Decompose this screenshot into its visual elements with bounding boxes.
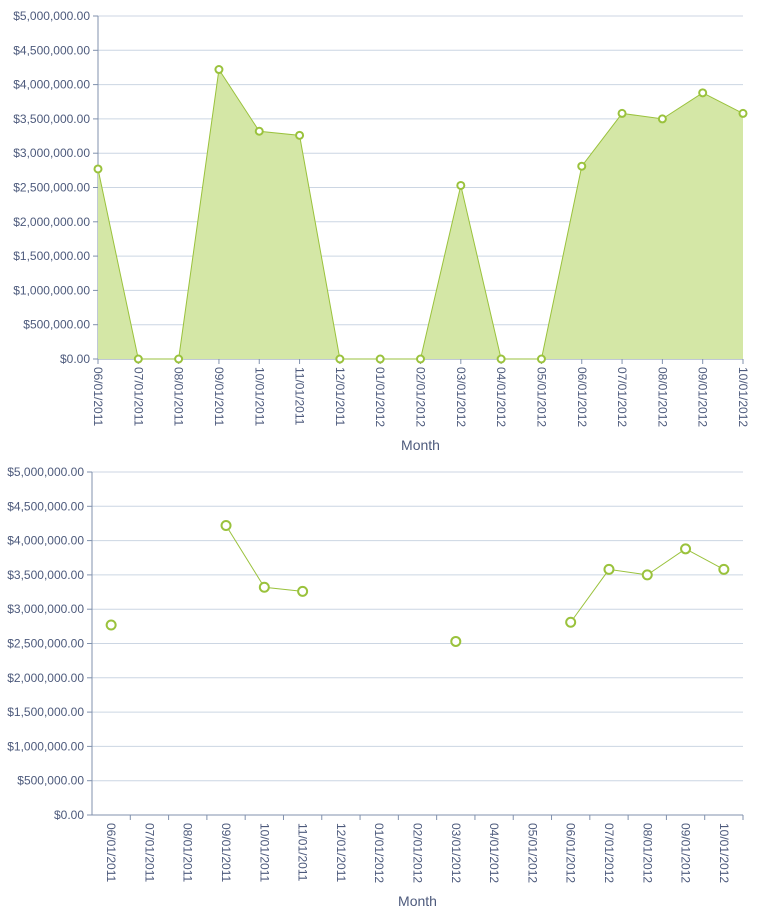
y-tick-label: $5,000,000.00 xyxy=(7,465,84,479)
x-tick-label: 02/01/2012 xyxy=(414,367,428,427)
x-tick-label: 04/01/2012 xyxy=(487,823,501,883)
data-point xyxy=(174,354,184,364)
x-tick-label: 11/01/2011 xyxy=(293,367,307,426)
data-point xyxy=(297,585,309,597)
x-tick-label: 09/01/2012 xyxy=(679,823,693,883)
data-point xyxy=(657,114,667,124)
area-fill xyxy=(98,69,743,360)
x-tick-label: 08/01/2011 xyxy=(172,367,186,426)
y-tick-label: $500,000.00 xyxy=(23,318,90,332)
data-point xyxy=(450,635,462,647)
y-tick-label: $0.00 xyxy=(54,808,84,822)
x-tick-label: 09/01/2011 xyxy=(219,823,233,882)
x-tick-label: 06/01/2011 xyxy=(104,823,118,882)
y-tick-label: $3,000,000.00 xyxy=(13,146,90,160)
x-tick-label: 08/01/2011 xyxy=(181,823,195,882)
data-point xyxy=(577,161,587,171)
data-point xyxy=(641,569,653,581)
y-tick-label: $3,500,000.00 xyxy=(13,112,90,126)
x-tick-label: 12/01/2011 xyxy=(333,367,347,426)
data-point xyxy=(416,354,425,364)
y-tick-label: $1,000,000.00 xyxy=(13,283,90,297)
data-point xyxy=(680,543,692,555)
data-point xyxy=(375,354,385,364)
area-chart: $0.00 $500,000.00 $1,000,000.00 $1,500,000.… xyxy=(13,9,750,453)
data-point xyxy=(536,354,546,364)
data-point xyxy=(254,126,264,136)
x-axis-title: Month xyxy=(401,437,440,453)
y-tick-label: $500,000.00 xyxy=(17,774,84,788)
x-tick-label: 03/01/2012 xyxy=(454,367,468,427)
data-point xyxy=(496,354,506,364)
x-tick-label: 01/01/2012 xyxy=(372,823,386,883)
y-tick-label: $2,000,000.00 xyxy=(7,671,84,685)
x-tick-label: 10/01/2011 xyxy=(252,367,266,426)
y-tick-label: $2,000,000.00 xyxy=(13,215,90,229)
data-point xyxy=(93,164,103,174)
x-tick-label: 10/01/2011 xyxy=(257,823,271,882)
x-tick-label: 05/01/2012 xyxy=(534,367,548,427)
x-tick-label: 08/01/2012 xyxy=(655,367,669,427)
x-tick-label: 07/01/2011 xyxy=(131,367,145,426)
x-tick-label: 12/01/2011 xyxy=(334,823,348,882)
x-tick-label: 07/01/2012 xyxy=(615,367,629,427)
x-tick-label: 02/01/2012 xyxy=(411,823,425,883)
data-point xyxy=(133,354,143,364)
data-point xyxy=(295,130,305,140)
x-tick-label: 08/01/2012 xyxy=(640,823,654,883)
data-point xyxy=(335,354,345,364)
data-point xyxy=(214,65,224,75)
x-tick-label: 09/01/2012 xyxy=(696,367,710,427)
y-tick-label: $4,500,000.00 xyxy=(13,43,90,57)
x-tick-label: 06/01/2012 xyxy=(575,367,589,427)
data-point xyxy=(718,563,730,575)
data-point xyxy=(603,563,615,575)
y-tick-label: $4,000,000.00 xyxy=(7,534,84,548)
x-axis-title: Month xyxy=(398,893,437,909)
y-tick-label: $0.00 xyxy=(60,352,90,366)
x-tick-label: 11/01/2011 xyxy=(296,823,310,882)
y-tick-label: $1,500,000.00 xyxy=(13,249,90,263)
y-tick-label: $1,500,000.00 xyxy=(7,705,84,719)
data-point xyxy=(258,581,270,593)
x-tick-label: 07/01/2012 xyxy=(602,823,616,883)
data-point xyxy=(220,520,232,532)
y-tick-label: $3,000,000.00 xyxy=(7,602,84,616)
y-tick-label: $3,500,000.00 xyxy=(7,568,84,582)
y-tick-label: $4,500,000.00 xyxy=(7,499,84,513)
x-tick-label: 09/01/2011 xyxy=(212,367,226,426)
x-tick-label: 01/01/2012 xyxy=(373,367,387,427)
line-chart: $0.00 $500,000.00 $1,000,000.00 $1,500,000.… xyxy=(7,465,744,909)
data-point xyxy=(565,616,577,628)
data-point xyxy=(456,180,466,190)
x-tick-label: 06/01/2011 xyxy=(91,367,105,426)
y-tick-label: $5,000,000.00 xyxy=(13,9,90,23)
x-tick-label: 03/01/2012 xyxy=(449,823,463,883)
x-tick-label: 06/01/2012 xyxy=(564,823,578,883)
x-tick-label: 10/01/2012 xyxy=(736,367,750,427)
y-tick-label: $2,500,000.00 xyxy=(13,181,90,195)
y-tick-label: $2,500,000.00 xyxy=(7,637,84,651)
data-point xyxy=(105,619,117,631)
y-tick-label: $4,000,000.00 xyxy=(13,78,90,92)
x-tick-label: 07/01/2011 xyxy=(142,823,156,882)
data-point xyxy=(738,108,748,118)
y-tick-label: $1,000,000.00 xyxy=(7,739,84,753)
x-tick-label: 04/01/2012 xyxy=(494,367,508,427)
x-tick-label: 05/01/2012 xyxy=(525,823,539,883)
x-tick-label: 10/01/2012 xyxy=(717,823,731,883)
data-point xyxy=(617,108,627,118)
data-point xyxy=(698,88,708,98)
